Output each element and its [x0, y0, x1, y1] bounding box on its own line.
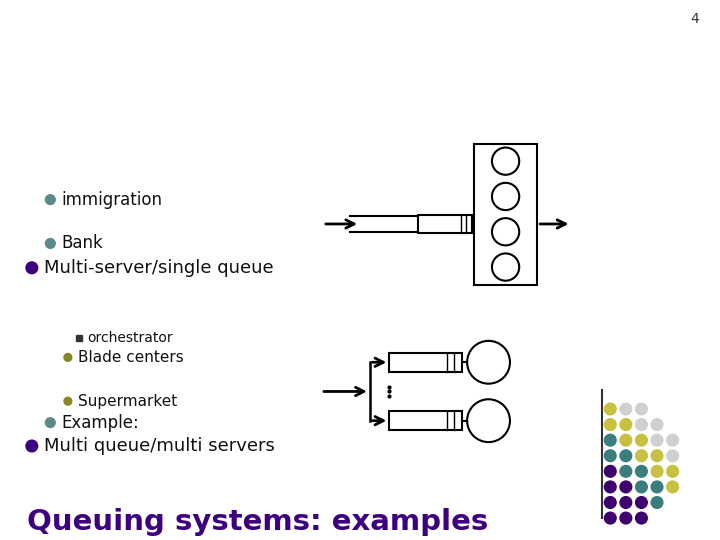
Circle shape [64, 397, 72, 405]
Circle shape [667, 465, 678, 477]
Circle shape [636, 450, 647, 462]
Circle shape [620, 512, 631, 524]
Circle shape [604, 512, 616, 524]
Text: Queuing systems: examples: Queuing systems: examples [27, 508, 488, 536]
Circle shape [620, 497, 631, 508]
Circle shape [620, 418, 631, 430]
Text: Example:: Example: [61, 414, 139, 431]
Text: 4: 4 [690, 12, 699, 26]
Circle shape [636, 512, 647, 524]
Circle shape [604, 434, 616, 446]
Circle shape [620, 465, 631, 477]
Bar [390, 411, 462, 430]
Text: orchestrator: orchestrator [87, 331, 173, 345]
Circle shape [620, 403, 631, 415]
Circle shape [26, 440, 37, 452]
Circle shape [667, 450, 678, 462]
Circle shape [620, 481, 631, 493]
Circle shape [636, 481, 647, 493]
Circle shape [26, 262, 37, 274]
Circle shape [651, 450, 663, 462]
Circle shape [636, 434, 647, 446]
Circle shape [604, 497, 616, 508]
Circle shape [636, 403, 647, 415]
Circle shape [651, 497, 663, 508]
Circle shape [604, 403, 616, 415]
Text: Multi queue/multi servers: Multi queue/multi servers [45, 437, 275, 455]
Circle shape [604, 465, 616, 477]
Bar [390, 353, 462, 372]
Circle shape [651, 465, 663, 477]
Circle shape [620, 434, 631, 446]
Circle shape [45, 239, 55, 248]
Circle shape [45, 195, 55, 205]
Circle shape [651, 434, 663, 446]
Circle shape [620, 450, 631, 462]
Text: immigration: immigration [61, 191, 162, 208]
Text: Bank: Bank [61, 234, 103, 253]
Circle shape [651, 481, 663, 493]
Bar [474, 144, 537, 285]
Text: Blade centers: Blade centers [78, 350, 184, 365]
Circle shape [64, 354, 72, 361]
Circle shape [45, 418, 55, 428]
Circle shape [636, 418, 647, 430]
Text: Multi-server/single queue: Multi-server/single queue [45, 259, 274, 277]
Bar [418, 215, 472, 233]
Circle shape [667, 481, 678, 493]
Circle shape [651, 418, 663, 430]
Circle shape [604, 418, 616, 430]
Text: Supermarket: Supermarket [78, 394, 177, 409]
Circle shape [604, 481, 616, 493]
Circle shape [604, 450, 616, 462]
Circle shape [667, 434, 678, 446]
Circle shape [636, 497, 647, 508]
Circle shape [636, 465, 647, 477]
